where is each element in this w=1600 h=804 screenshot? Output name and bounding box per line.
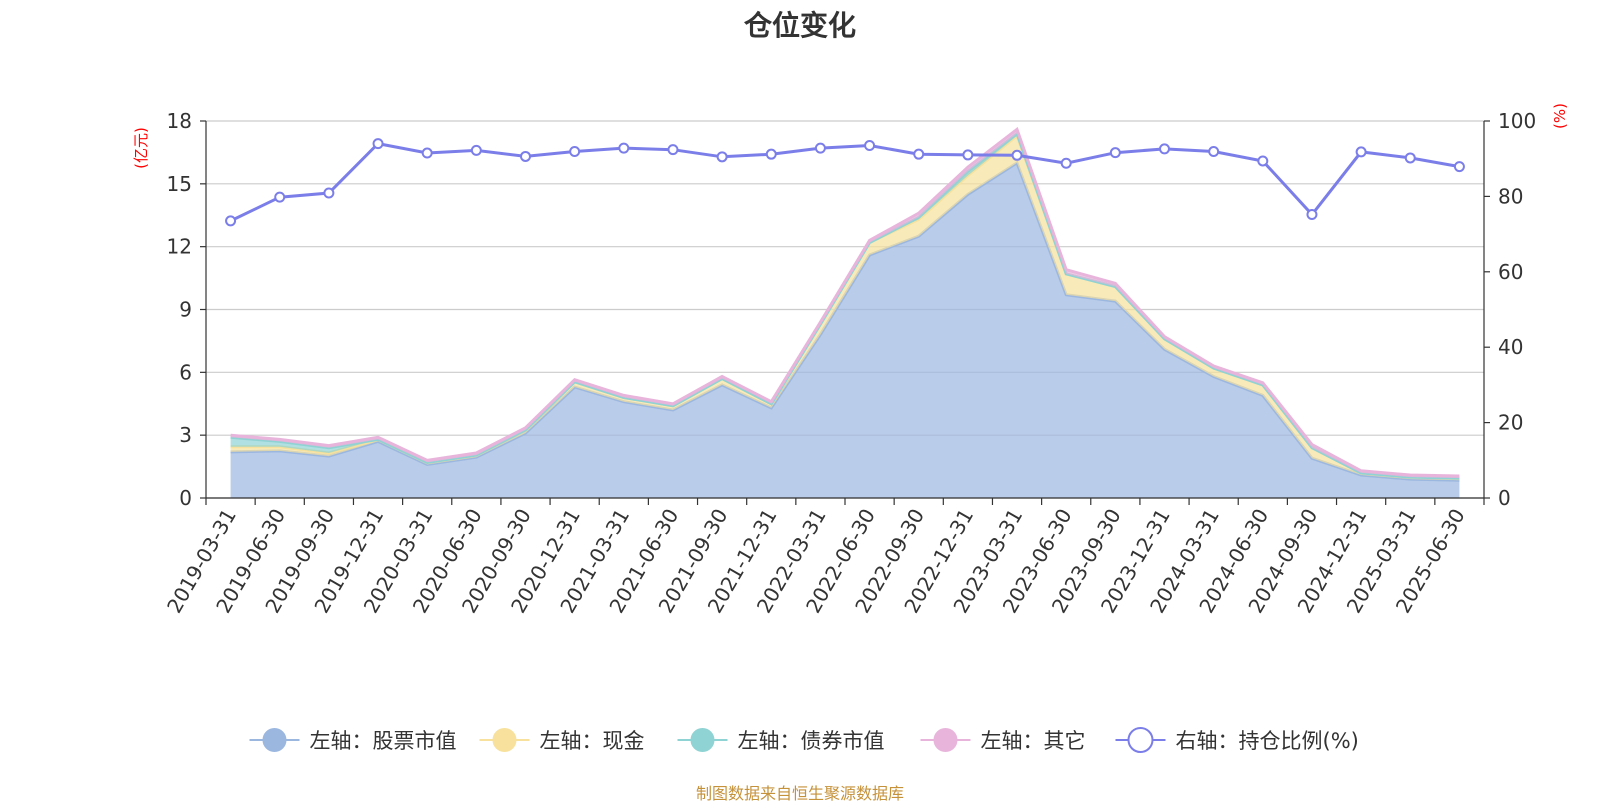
left-axis-tick-label: 6 (179, 360, 192, 384)
legend-item: 左轴：股票市值 (249, 728, 457, 753)
ratio-point (421, 147, 433, 159)
ratio-point (1060, 157, 1072, 169)
left-axis-tick-label: 9 (179, 298, 192, 322)
ratio-point (913, 148, 925, 160)
legend-swatch-marker (690, 728, 715, 752)
ratio-point (765, 148, 777, 160)
legend-item: 左轴：其它 (920, 728, 1086, 753)
ratio-point (274, 191, 286, 203)
legend-swatch-marker (492, 728, 517, 752)
legend-item: 右轴：持仓比例(%) (1115, 727, 1359, 753)
ratio-line-path (229, 141, 1460, 223)
chart-title: 仓位变化 (743, 9, 856, 42)
left-axis-tick-label: 12 (167, 235, 192, 259)
area-edge-左轴：其它 (230, 126, 1460, 478)
right-axis-tick-label: 0 (1498, 486, 1511, 510)
area-左轴：其它 (230, 129, 1460, 479)
legend-label: 左轴：股票市值 (310, 729, 457, 753)
right-axis-tick-label: 40 (1498, 335, 1523, 359)
ratio-point (323, 187, 335, 199)
legend-item: 左轴：债券市值 (677, 728, 885, 753)
ratio-point (667, 144, 679, 156)
ratio-point (520, 150, 531, 162)
area-左轴：股票市值 (230, 162, 1460, 498)
ratio-point (470, 144, 482, 156)
ratio-point (225, 215, 237, 227)
ratio-point (1208, 146, 1220, 158)
stacked-areas (230, 126, 1460, 498)
ratio-point (716, 151, 728, 163)
ratio-point (1453, 161, 1465, 173)
right-axis-tick-label: 20 (1498, 411, 1523, 435)
ratio-point (1011, 149, 1023, 161)
left-axis-tick-label: 15 (167, 172, 192, 196)
right-axis-tick-label: 80 (1498, 184, 1523, 208)
legend-swatch-marker (262, 728, 287, 752)
right-axis-unit: (%) (1551, 103, 1569, 129)
ratio-point (962, 149, 974, 161)
right-axis-tick-label: 100 (1498, 109, 1536, 133)
left-axis-unit: (亿元) (132, 127, 150, 169)
data-source-footer: 制图数据来自恒生聚源数据库 (695, 784, 904, 803)
ratio-line (225, 138, 1465, 227)
ratio-point (372, 138, 384, 150)
ratio-point (1355, 146, 1367, 158)
ratio-point (1306, 208, 1318, 220)
ratio-point (569, 146, 581, 158)
ratio-point (1109, 147, 1121, 159)
legend-label: 右轴：持仓比例(%) (1176, 729, 1359, 753)
legend-label: 左轴：现金 (540, 729, 645, 753)
legend-item: 左轴：现金 (479, 728, 645, 753)
left-axis-tick-label: 0 (179, 486, 192, 510)
ratio-point (618, 142, 630, 154)
legend: 左轴：股票市值 左轴：现金 左轴：债券市值 左轴：其它 右轴：持仓比例(%) (249, 727, 1359, 753)
right-axis-tick-label: 60 (1498, 260, 1523, 284)
legend-label: 左轴：债券市值 (738, 729, 885, 753)
ratio-point (1404, 152, 1416, 164)
left-axis-tick-label: 18 (167, 109, 192, 133)
left-axis-tick-label: 3 (179, 423, 192, 447)
legend-swatch-marker (933, 728, 958, 752)
legend-swatch-marker (1127, 727, 1154, 753)
ratio-point (1257, 155, 1269, 167)
ratio-point (1159, 143, 1170, 155)
ratio-point (864, 140, 876, 152)
ratio-point (814, 142, 826, 154)
legend-label: 左轴：其它 (981, 729, 1086, 753)
